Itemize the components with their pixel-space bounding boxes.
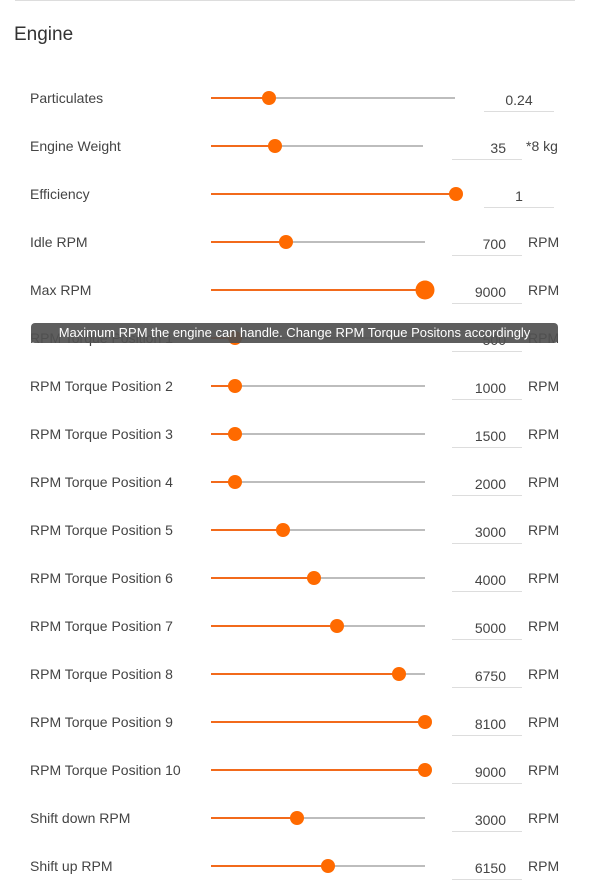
value-input[interactable]: 6750 [452,664,522,688]
slider-thumb[interactable] [415,280,435,300]
unit-label: RPM [528,474,560,490]
slider-thumb[interactable] [321,859,335,873]
unit-label: RPM [528,810,560,826]
unit-label: RPM [528,282,560,298]
row-label: RPM Torque Position 3 [30,426,173,442]
row-label: Engine Weight [30,138,121,154]
slider-fill [211,577,314,579]
slider-thumb[interactable] [268,139,282,153]
row-label: Efficiency [30,186,90,202]
row-label: Max RPM [30,282,92,298]
slider-thumb[interactable] [418,763,432,777]
slider-fill [211,673,399,675]
row-label: RPM Torque Position 8 [30,666,173,682]
row-label: RPM Torque Position 5 [30,522,173,538]
slider-track[interactable] [211,529,425,531]
unit-label: RPM [528,378,560,394]
unit-label: RPM [528,522,560,538]
row-label: RPM Torque Position 9 [30,714,173,730]
slider-thumb[interactable] [290,811,304,825]
slider-fill [211,193,456,195]
slider-thumb[interactable] [418,715,432,729]
slider-fill [211,97,269,99]
slider-fill [211,769,425,771]
row-label: RPM Torque Position 4 [30,474,173,490]
row-label: Particulates [30,90,104,106]
slider-thumb[interactable] [262,91,276,105]
slider-fill [211,385,235,387]
slider-fill [211,289,425,291]
unit-label: RPM [528,618,560,634]
value-input[interactable]: 4000 [452,568,522,592]
value-input[interactable]: 3000 [452,808,522,832]
slider-track[interactable] [211,481,425,483]
slider-track[interactable] [211,385,425,387]
slider-track[interactable] [211,97,455,99]
slider-thumb[interactable] [392,667,406,681]
value-input[interactable]: 6150 [452,856,522,880]
slider-track[interactable] [211,145,423,147]
slider-fill [211,529,283,531]
row-label: RPM Torque Position 10 [30,762,181,778]
slider-fill [211,145,275,147]
value-input[interactable]: 9000 [452,280,522,304]
unit-label: RPM [528,714,560,730]
slider-thumb[interactable] [228,427,242,441]
slider-fill [211,433,235,435]
slider-fill [211,625,337,627]
row-label: RPM Torque Position 7 [30,618,173,634]
tooltip: Maximum RPM the engine can handle. Chang… [31,323,558,343]
unit-label: RPM [528,426,560,442]
slider-fill [211,481,235,483]
value-input[interactable]: 1 [484,184,554,208]
unit-label: RPM [528,666,560,682]
value-input[interactable]: 1000 [452,376,522,400]
unit-label: RPM [528,570,560,586]
value-input[interactable]: 700 [452,232,522,256]
slider-fill [211,865,328,867]
unit-label: *8 kg [526,138,558,154]
row-label: Idle RPM [30,234,88,250]
slider-track[interactable] [211,817,425,819]
value-input[interactable]: 3000 [452,520,522,544]
slider-fill [211,721,425,723]
slider-fill [211,241,286,243]
section-title: Engine [14,24,74,45]
slider-thumb[interactable] [449,187,463,201]
value-input[interactable]: 0.24 [484,88,554,112]
value-input[interactable]: 1500 [452,424,522,448]
value-input[interactable]: 9000 [452,760,522,784]
slider-fill [211,817,297,819]
row-label: RPM Torque Position 2 [30,378,173,394]
divider [15,0,575,1]
slider-track[interactable] [211,241,425,243]
unit-label: RPM [528,762,560,778]
value-input[interactable]: 2000 [452,472,522,496]
value-input[interactable]: 5000 [452,616,522,640]
value-input[interactable]: 8100 [452,712,522,736]
slider-thumb[interactable] [307,571,321,585]
value-input[interactable]: 35 [452,136,522,160]
slider-thumb[interactable] [276,523,290,537]
row-label: Shift up RPM [30,858,113,874]
slider-thumb[interactable] [279,235,293,249]
slider-thumb[interactable] [228,379,242,393]
unit-label: RPM [528,234,560,250]
slider-thumb[interactable] [330,619,344,633]
unit-label: RPM [528,858,560,874]
slider-track[interactable] [211,433,425,435]
row-label: Shift down RPM [30,810,131,826]
slider-thumb[interactable] [228,475,242,489]
row-label: RPM Torque Position 6 [30,570,173,586]
